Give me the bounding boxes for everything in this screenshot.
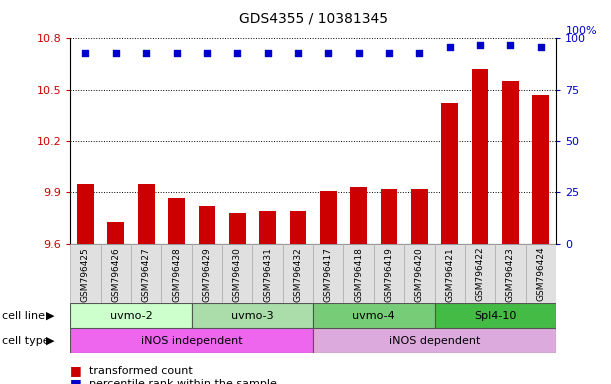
Point (293, 50, 303, 56)
Text: GSM796421: GSM796421 (445, 247, 454, 301)
Text: uvmo-2: uvmo-2 (109, 311, 152, 321)
Point (475, 41, 485, 48)
Text: GSM796432: GSM796432 (293, 247, 302, 301)
Bar (101, 244, 131, 303)
Bar (525, 244, 556, 303)
Bar (229, 213, 246, 244)
Point (505, 41, 515, 48)
Point (232, 50, 242, 56)
Text: ■: ■ (70, 377, 82, 384)
Text: GSM796417: GSM796417 (324, 247, 333, 302)
Text: uvmo-4: uvmo-4 (353, 311, 395, 321)
Text: percentile rank within the sample: percentile rank within the sample (89, 379, 276, 384)
Text: GSM796426: GSM796426 (111, 247, 120, 301)
Text: GDS4355 / 10381345: GDS4355 / 10381345 (239, 12, 387, 25)
Point (172, 50, 181, 56)
Bar (313, 244, 343, 303)
Text: iNOS independent: iNOS independent (141, 336, 243, 346)
Bar (465, 244, 496, 303)
Bar (502, 81, 519, 244)
Point (384, 50, 394, 56)
Text: cell type: cell type (2, 336, 49, 346)
Bar (138, 184, 155, 244)
Point (81, 50, 90, 56)
Point (323, 50, 333, 56)
Bar (283, 244, 313, 303)
Point (354, 50, 364, 56)
Point (141, 50, 151, 56)
Bar (434, 244, 465, 303)
Text: transformed count: transformed count (89, 366, 192, 376)
Bar (108, 222, 124, 244)
Bar (411, 189, 428, 244)
Bar (70, 244, 101, 303)
Point (202, 50, 212, 56)
Text: GSM796423: GSM796423 (506, 247, 515, 301)
Text: GSM796419: GSM796419 (384, 247, 393, 302)
Text: GSM796425: GSM796425 (81, 247, 90, 301)
Bar (374, 244, 404, 303)
Text: ■: ■ (70, 364, 82, 377)
Bar (192, 303, 313, 328)
Bar (70, 303, 192, 328)
Text: ▶: ▶ (46, 336, 55, 346)
Text: GSM796420: GSM796420 (415, 247, 424, 301)
Text: GSM796418: GSM796418 (354, 247, 363, 302)
Point (536, 43, 546, 50)
Text: GSM796431: GSM796431 (263, 247, 272, 302)
Text: GSM796424: GSM796424 (536, 247, 546, 301)
Bar (441, 103, 458, 244)
Bar (77, 184, 94, 244)
Text: GSM796428: GSM796428 (172, 247, 181, 301)
Bar (343, 244, 374, 303)
Point (445, 43, 455, 50)
Text: Spl4-10: Spl4-10 (474, 311, 516, 321)
Bar (259, 211, 276, 244)
Text: uvmo-3: uvmo-3 (231, 311, 274, 321)
Text: ▶: ▶ (46, 311, 55, 321)
Bar (313, 328, 556, 353)
Point (263, 50, 273, 56)
Text: GSM796422: GSM796422 (475, 247, 485, 301)
Bar (161, 244, 192, 303)
Text: GSM796427: GSM796427 (142, 247, 151, 301)
Bar (381, 189, 397, 244)
Bar (199, 206, 215, 244)
Text: 100%: 100% (566, 26, 598, 36)
Text: GSM796429: GSM796429 (202, 247, 211, 301)
Bar (252, 244, 283, 303)
Text: cell line: cell line (2, 311, 45, 321)
Bar (472, 69, 488, 244)
Bar (434, 303, 556, 328)
Point (414, 50, 424, 56)
Bar (320, 191, 337, 244)
Bar (192, 244, 222, 303)
Bar (350, 187, 367, 244)
Bar (168, 198, 185, 244)
Bar (532, 95, 549, 244)
Bar (496, 244, 525, 303)
Bar (290, 211, 306, 244)
Bar (70, 328, 313, 353)
Point (111, 50, 121, 56)
Bar (404, 244, 434, 303)
Bar (131, 244, 161, 303)
Text: GSM796430: GSM796430 (233, 247, 242, 302)
Text: iNOS dependent: iNOS dependent (389, 336, 480, 346)
Bar (222, 244, 252, 303)
Bar (313, 303, 434, 328)
